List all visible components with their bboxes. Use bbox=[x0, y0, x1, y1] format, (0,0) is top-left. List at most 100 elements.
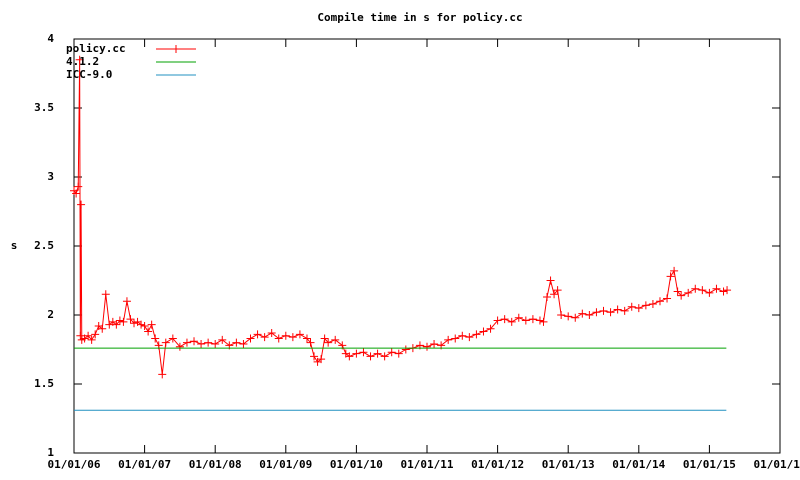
legend-marker bbox=[172, 45, 180, 53]
point-marker bbox=[119, 317, 128, 326]
point-marker bbox=[175, 342, 184, 351]
y-axis-label: s bbox=[11, 239, 18, 252]
point-marker bbox=[324, 338, 333, 347]
point-marker bbox=[101, 290, 110, 299]
point-marker bbox=[246, 334, 255, 343]
point-marker bbox=[648, 299, 657, 308]
y-tick-label: 1 bbox=[47, 446, 54, 459]
point-marker bbox=[74, 182, 83, 191]
y-tick-label: 1.5 bbox=[34, 377, 54, 390]
point-marker bbox=[507, 317, 516, 326]
legend-label: 4.1.2 bbox=[66, 55, 99, 68]
point-marker bbox=[345, 352, 354, 361]
point-marker bbox=[72, 189, 81, 198]
point-marker bbox=[663, 294, 672, 303]
x-tick-label: 01/01/08 bbox=[189, 458, 242, 471]
point-marker bbox=[274, 334, 283, 343]
point-marker bbox=[281, 331, 290, 340]
point-marker bbox=[444, 335, 453, 344]
point-marker bbox=[553, 286, 562, 295]
point-marker bbox=[122, 297, 131, 306]
point-marker bbox=[373, 349, 382, 358]
point-marker bbox=[557, 311, 566, 319]
point-marker bbox=[77, 200, 86, 209]
point-marker bbox=[486, 324, 495, 333]
point-marker bbox=[670, 266, 679, 275]
point-marker bbox=[352, 349, 361, 358]
point-marker bbox=[253, 330, 262, 339]
point-marker bbox=[98, 324, 107, 333]
point-marker bbox=[302, 334, 311, 343]
point-marker bbox=[684, 288, 693, 297]
legend-label: ICC-9.0 bbox=[66, 68, 112, 81]
point-marker bbox=[168, 334, 177, 343]
y-tick-label: 2 bbox=[47, 308, 54, 321]
point-marker bbox=[394, 349, 403, 358]
point-marker bbox=[197, 339, 206, 348]
point-marker bbox=[599, 306, 608, 315]
point-marker bbox=[430, 339, 439, 348]
point-marker bbox=[458, 331, 467, 340]
point-marker bbox=[472, 330, 481, 339]
point-marker bbox=[130, 319, 139, 328]
point-marker bbox=[317, 355, 326, 364]
point-marker bbox=[564, 312, 573, 321]
point-marker bbox=[514, 313, 523, 322]
point-marker bbox=[493, 316, 502, 325]
point-marker bbox=[75, 55, 84, 64]
point-marker bbox=[239, 339, 248, 348]
point-marker bbox=[465, 333, 474, 342]
plot-frame bbox=[73, 38, 781, 454]
point-marker bbox=[666, 272, 675, 281]
point-marker bbox=[182, 338, 191, 347]
point-marker bbox=[705, 288, 714, 297]
point-marker bbox=[546, 276, 555, 285]
point-marker bbox=[158, 370, 167, 379]
point-marker bbox=[606, 308, 615, 317]
point-marker bbox=[585, 311, 594, 319]
point-marker bbox=[641, 301, 650, 310]
point-marker bbox=[613, 305, 622, 314]
point-marker bbox=[521, 316, 530, 325]
point-marker bbox=[550, 290, 559, 299]
point-marker bbox=[84, 331, 93, 340]
point-marker bbox=[366, 352, 375, 361]
x-tick-label: 01/01/14 bbox=[612, 458, 665, 471]
point-marker bbox=[288, 333, 297, 342]
x-tick-label: 01/01/12 bbox=[471, 458, 524, 471]
point-marker bbox=[698, 286, 707, 295]
point-marker bbox=[306, 338, 315, 347]
point-marker bbox=[539, 317, 548, 326]
point-marker bbox=[401, 345, 410, 354]
point-marker bbox=[528, 315, 537, 324]
point-marker bbox=[147, 320, 156, 329]
point-marker bbox=[479, 327, 488, 336]
point-marker bbox=[87, 335, 96, 344]
point-marker bbox=[673, 287, 682, 296]
x-tick-label: 01/01/06 bbox=[48, 458, 101, 471]
y-tick-label: 3.5 bbox=[34, 101, 54, 114]
chart-title: Compile time in s for policy.cc bbox=[317, 11, 522, 24]
x-tick-label: 01/01/09 bbox=[259, 458, 312, 471]
point-marker bbox=[76, 331, 85, 340]
point-marker bbox=[218, 335, 227, 344]
point-marker bbox=[331, 335, 340, 344]
x-tick-label: 01/01/15 bbox=[683, 458, 736, 471]
point-marker bbox=[161, 338, 170, 347]
point-marker bbox=[260, 333, 269, 342]
point-marker bbox=[677, 291, 686, 300]
point-marker bbox=[387, 348, 396, 357]
x-tick-label: 01/01/11 bbox=[401, 458, 454, 471]
x-tick-label: 01/01/10 bbox=[330, 458, 383, 471]
point-marker bbox=[295, 330, 304, 339]
x-tick-label: 01/01/16 bbox=[754, 458, 800, 471]
point-marker bbox=[112, 320, 121, 329]
point-marker bbox=[211, 339, 220, 348]
point-marker bbox=[578, 309, 587, 318]
point-marker bbox=[91, 330, 100, 339]
point-marker bbox=[320, 334, 329, 343]
legend-label: policy.cc bbox=[66, 42, 126, 55]
point-marker bbox=[423, 342, 431, 351]
